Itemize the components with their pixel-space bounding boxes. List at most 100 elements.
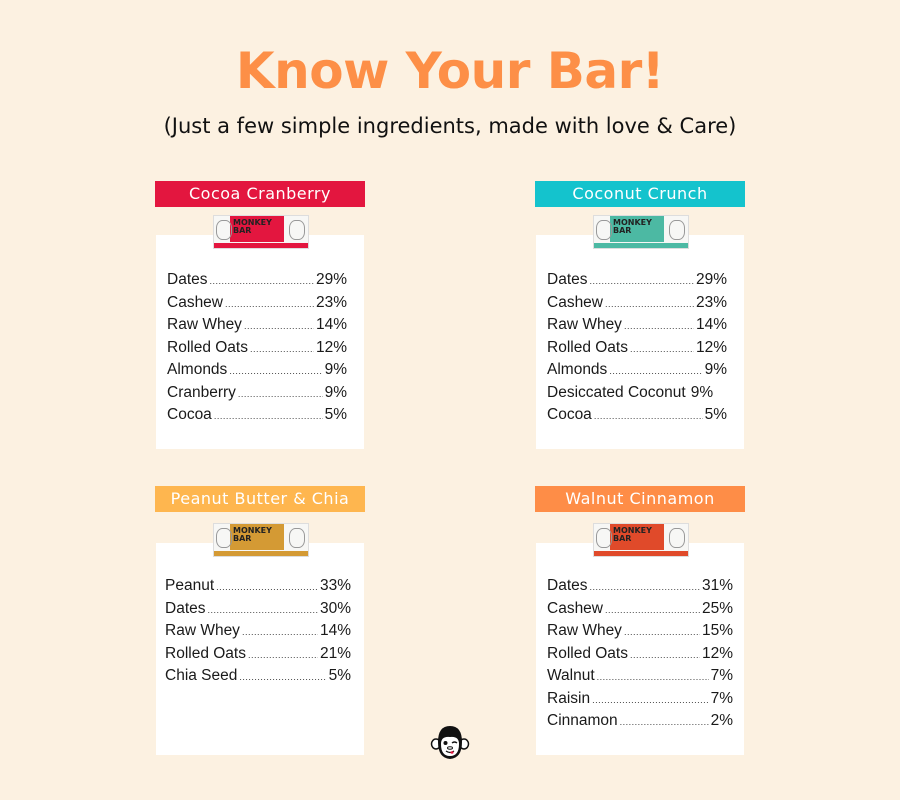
bar-title: Peanut Butter & Chia — [155, 486, 365, 512]
ingredient-row: Dates 30% — [165, 600, 351, 623]
ingredient-row: Dates 31% — [547, 577, 733, 600]
monkey-bar-logo: MONKEY BAR — [233, 526, 272, 543]
leader-dots — [248, 650, 318, 660]
leader-dots — [605, 299, 694, 309]
ingredient-percent: 15% — [701, 622, 733, 639]
ingredient-row: Rolled Oats 21% — [165, 645, 351, 668]
ingredient-row: Raw Whey 14% — [167, 316, 347, 339]
bar-panel-walnut-cinnamon: Walnut Cinnamon Dates 31% Cashew 25% Raw W… — [535, 486, 745, 755]
ingredient-name: Cashew — [547, 599, 603, 617]
ingredient-row: Dates 29% — [167, 271, 347, 294]
ingredient-row: Cashew 25% — [547, 600, 733, 623]
ingredient-name: Cranberry — [167, 383, 236, 401]
leader-dots — [239, 672, 326, 682]
ingredient-percent: 5% — [328, 667, 351, 684]
ingredient-percent: 14% — [315, 316, 347, 333]
ingredients-card: Dates 29% Cashew 23% Raw Whey 14% Rolled Oa… — [536, 235, 744, 449]
ingredient-row: Cashew 23% — [547, 294, 727, 317]
ingredient-name: Raw Whey — [165, 622, 240, 639]
leader-dots — [229, 366, 322, 376]
ingredient-name: Dates — [165, 599, 206, 617]
bar-panel-peanut-butter-chia: Peanut Butter & Chia Peanut 33% Dates 30% … — [155, 486, 365, 755]
leader-dots — [597, 672, 709, 682]
sketch-illustration-icon — [669, 220, 685, 240]
bar-wrapper-image: MONKEY BAR — [213, 215, 309, 249]
ingredient-row: Rolled Oats 12% — [547, 339, 727, 362]
ingredient-name: Chia Seed — [165, 667, 238, 684]
ingredient-name: Walnut — [547, 667, 595, 684]
ingredient-name: Rolled Oats — [547, 644, 628, 662]
ingredient-name: Dates — [547, 577, 588, 594]
ingredient-name: Almonds — [547, 361, 608, 378]
ingredient-percent: 12% — [695, 338, 727, 356]
wrapper-color-band — [610, 216, 664, 242]
bar-wrapper-image: MONKEY BAR — [593, 523, 689, 557]
ingredient-percent: 7% — [710, 667, 733, 684]
leader-dots — [244, 321, 314, 331]
ingredient-row: Cranberry 9% — [167, 384, 347, 407]
sketch-illustration-icon — [289, 220, 305, 240]
monkey-bar-logo: MONKEY BAR — [233, 218, 272, 235]
ingredient-percent: 33% — [319, 577, 351, 594]
bar-panel-coconut-crunch: Coconut Crunch Dates 29% Cashew 23% Raw Wh… — [535, 181, 745, 449]
ingredient-percent: 9% — [704, 361, 727, 378]
sketch-illustration-icon — [596, 528, 612, 548]
ingredient-row: Raw Whey 15% — [547, 622, 733, 645]
ingredient-row: Almonds 9% — [167, 361, 347, 384]
ingredient-percent: 21% — [319, 644, 351, 662]
leader-dots — [609, 366, 702, 376]
ingredient-percent: 25% — [701, 599, 733, 617]
ingredient-name: Peanut — [165, 577, 215, 594]
bar-title: Cocoa Cranberry — [155, 181, 365, 207]
leader-dots — [605, 605, 700, 615]
ingredient-row: Rolled Oats 12% — [547, 645, 733, 668]
ingredient-name: Raw Whey — [547, 622, 622, 639]
ingredient-percent: 5% — [324, 406, 347, 423]
ingredient-percent: 9% — [690, 383, 714, 401]
monkey-bar-logo: MONKEY BAR — [613, 218, 652, 235]
bar-wrapper-image: MONKEY BAR — [213, 523, 309, 557]
ingredient-row: Rolled Oats 12% — [167, 339, 347, 362]
sketch-illustration-icon — [216, 528, 232, 548]
ingredients-card: Dates 31% Cashew 25% Raw Whey 15% Rolled Oa… — [536, 543, 744, 755]
ingredient-row: Almonds 9% — [547, 361, 727, 384]
leader-dots — [590, 276, 694, 286]
ingredient-row: Chia Seed 5% — [165, 667, 351, 690]
wrapper-strip — [214, 243, 308, 248]
ingredient-percent: 14% — [695, 316, 727, 333]
ingredient-percent: 9% — [324, 383, 347, 401]
leader-dots — [590, 582, 700, 592]
ingredient-name: Desiccated Coconut — [547, 383, 686, 401]
ingredient-row: Cashew 23% — [167, 294, 347, 317]
ingredient-percent: 23% — [695, 293, 727, 311]
ingredient-name: Cashew — [547, 293, 603, 311]
ingredient-row: Walnut 7% — [547, 667, 733, 690]
wrapper-strip — [214, 551, 308, 556]
ingredient-name: Rolled Oats — [165, 644, 246, 662]
ingredient-name: Raisin — [547, 689, 591, 707]
leader-dots — [225, 299, 314, 309]
bar-panel-cocoa-cranberry: Cocoa Cranberry Dates 29% Cashew 23% Raw W… — [155, 181, 365, 449]
sketch-illustration-icon — [596, 220, 612, 240]
page-title: Know Your Bar! — [235, 42, 665, 100]
leader-dots — [238, 389, 323, 399]
ingredient-percent: 23% — [315, 293, 347, 311]
leader-dots — [624, 627, 700, 637]
ingredient-percent: 5% — [704, 406, 727, 423]
sketch-illustration-icon — [216, 220, 232, 240]
leader-dots — [620, 717, 709, 727]
ingredient-row: Cocoa 5% — [167, 406, 347, 429]
leader-dots — [630, 344, 694, 354]
ingredient-list: Dates 29% Cashew 23% Raw Whey 14% Rolled Oa… — [167, 271, 347, 429]
ingredient-name: Almonds — [167, 361, 228, 378]
ingredient-name: Rolled Oats — [547, 338, 628, 356]
page-subtitle: (Just a few simple ingredients, made wit… — [163, 114, 737, 138]
ingredient-list: Peanut 33% Dates 30% Raw Whey 14% Rolled Oa… — [165, 577, 351, 690]
bar-title: Coconut Crunch — [535, 181, 745, 207]
ingredient-name: Cocoa — [547, 406, 592, 423]
wrapper-strip — [594, 243, 688, 248]
ingredient-percent: 14% — [319, 622, 351, 639]
ingredient-row: Raw Whey 14% — [165, 622, 351, 645]
ingredient-percent: 7% — [710, 689, 733, 707]
ingredient-list: Dates 31% Cashew 25% Raw Whey 15% Rolled Oa… — [547, 577, 733, 735]
